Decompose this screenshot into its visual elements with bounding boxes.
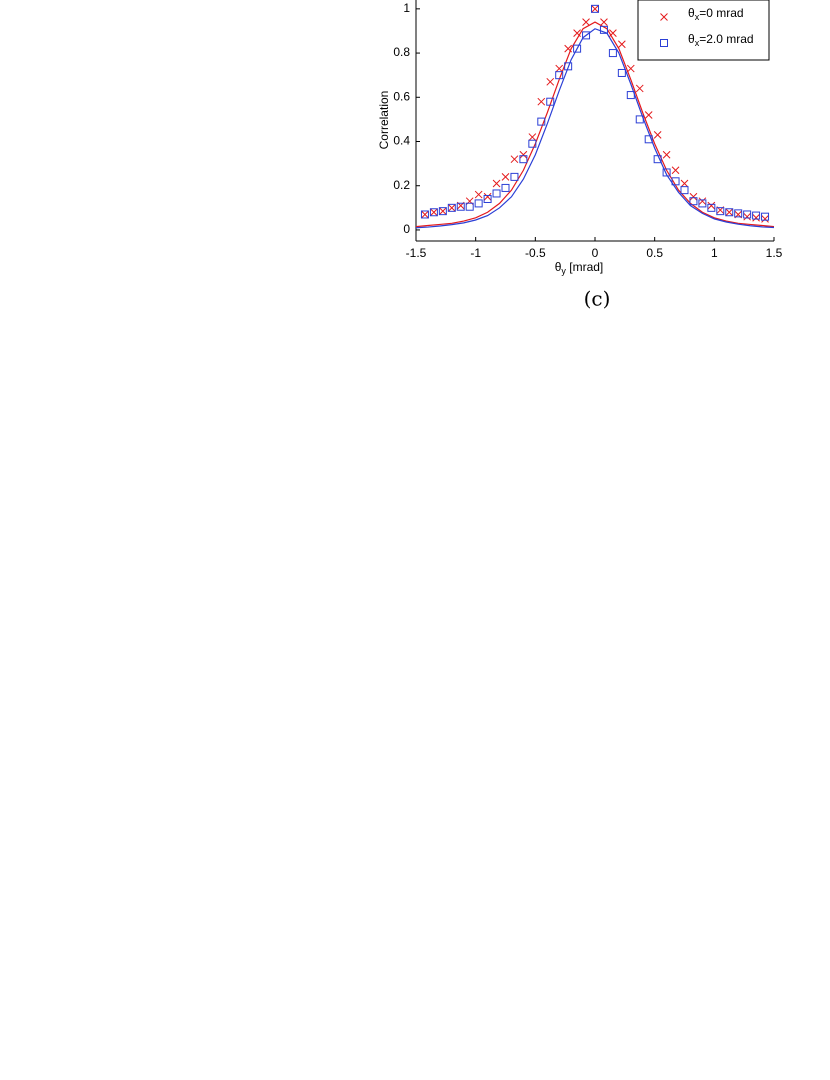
legend-box — [637, 0, 770, 61]
marker-square — [438, 207, 447, 216]
x-tick-label: 1 — [711, 246, 718, 260]
marker-square — [564, 62, 573, 71]
marker-square — [456, 202, 465, 211]
marker-square — [725, 208, 734, 217]
marker-x — [555, 64, 564, 73]
x-axis-label: θy [mrad] — [555, 260, 604, 276]
marker-square — [716, 207, 725, 216]
marker-square — [591, 4, 599, 13]
fit-line — [415, 28, 775, 229]
marker-square — [599, 25, 608, 34]
marker-square — [671, 177, 680, 186]
marker-square — [483, 194, 492, 203]
marker-x — [501, 173, 510, 181]
marker-x — [483, 192, 492, 201]
marker-x — [546, 77, 555, 86]
fit-line — [415, 21, 775, 228]
marker-square — [429, 208, 438, 217]
y-tick-label: 0.2 — [393, 178, 410, 192]
marker-x — [761, 215, 769, 223]
marker-square — [660, 39, 668, 47]
x-tick-label: 0 — [592, 246, 599, 260]
marker-x — [430, 208, 438, 217]
marker-x — [600, 18, 608, 26]
caption: (c) — [584, 287, 611, 311]
marker-x — [660, 13, 668, 21]
marker-square — [528, 139, 537, 148]
marker-x — [689, 192, 698, 201]
marker-x — [671, 166, 680, 175]
marker-square — [608, 49, 617, 58]
y-axis-label: Correlation — [377, 91, 391, 150]
marker-x — [573, 29, 581, 38]
marker-x — [653, 131, 662, 139]
marker-square — [519, 155, 528, 164]
marker-square — [447, 203, 456, 212]
marker-x — [528, 133, 537, 141]
marker-x — [617, 40, 626, 49]
x-tick-label: 0.5 — [646, 246, 663, 260]
marker-x — [582, 18, 590, 26]
marker-square — [573, 44, 582, 53]
marker-x — [725, 208, 734, 217]
marker-x — [644, 111, 653, 119]
marker-square — [492, 189, 501, 198]
y-tick-label: 0 — [403, 222, 410, 236]
marker-square — [635, 115, 644, 124]
marker-square — [653, 155, 662, 164]
x-tick-label: -0.5 — [525, 246, 546, 260]
marker-x — [680, 179, 689, 188]
marker-x — [510, 155, 519, 164]
marker-x — [591, 4, 599, 13]
y-tick-label: 0.8 — [393, 45, 410, 59]
marker-square — [537, 117, 546, 126]
y-tick-label: 0.6 — [393, 89, 410, 103]
marker-square — [465, 202, 474, 211]
marker-square — [626, 91, 635, 100]
marker-x — [421, 210, 429, 219]
x-tick-label: -1.5 — [406, 246, 427, 260]
marker-x — [707, 201, 716, 210]
marker-square — [474, 199, 483, 208]
marker-square — [680, 186, 689, 195]
marker-x — [635, 84, 644, 93]
y-tick-label: 0.4 — [393, 134, 410, 148]
marker-square — [734, 209, 743, 218]
marker-square — [689, 197, 698, 206]
legend-label: θx=2.0 mrad — [688, 32, 754, 48]
marker-x — [474, 190, 483, 199]
marker-x — [537, 97, 546, 106]
marker-x — [447, 203, 456, 212]
marker-square — [743, 210, 752, 219]
marker-x — [492, 179, 501, 188]
marker-square — [662, 168, 671, 177]
marker-x — [609, 29, 617, 38]
marker-square — [501, 183, 510, 192]
marker-x — [519, 150, 528, 159]
marker-x — [743, 212, 752, 221]
marker-square — [617, 68, 626, 77]
marker-x — [662, 150, 671, 159]
legend-label: θx=0 mrad — [688, 6, 744, 22]
marker-x — [626, 64, 635, 73]
marker-square — [555, 71, 564, 80]
marker-x — [438, 207, 447, 216]
marker-square — [698, 199, 707, 208]
x-tick-label: -1 — [470, 246, 481, 260]
marker-square — [420, 210, 429, 219]
marker-square — [761, 212, 770, 221]
marker-x — [564, 44, 573, 53]
marker-square — [707, 203, 716, 212]
marker-x — [752, 213, 760, 222]
marker-square — [644, 135, 653, 144]
marker-square — [510, 172, 519, 181]
marker-x — [698, 197, 707, 206]
marker-square — [752, 211, 761, 220]
y-tick-label: 1 — [403, 1, 410, 15]
x-tick-label: 1.5 — [766, 246, 783, 260]
marker-square — [546, 97, 555, 106]
marker-square — [582, 31, 591, 40]
